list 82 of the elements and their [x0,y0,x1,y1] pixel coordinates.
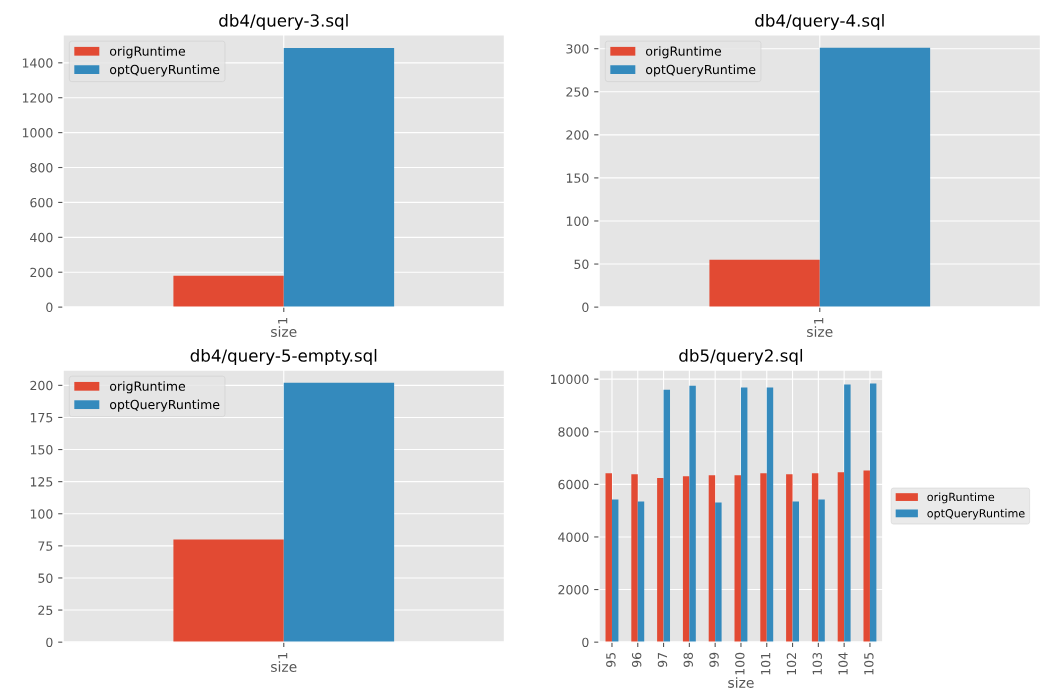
x-tick-label: 1 [814,318,824,324]
bar [766,387,774,643]
legend-label: origRuntime [110,381,186,394]
y-tick-label: 4000 [558,532,589,542]
x-axis-title: size [728,677,754,688]
bar [786,474,793,643]
chart-title: db4/query-3.sql [219,13,348,31]
bar [708,475,716,643]
bar [663,389,671,643]
y-tick-label: 0 [46,637,53,648]
bar [837,472,845,643]
x-tick-label: 96 [631,652,642,667]
x-tick-label: 104 [838,652,848,675]
y-tick-label: 200 [30,380,53,391]
legend-label: optQueryRuntime [110,64,220,77]
y-tick-label: 0 [582,637,589,648]
y-tick-label: 150 [30,445,53,455]
chart-title: db4/query-5-empty.sql [190,348,377,366]
bar [792,501,799,643]
y-tick-label: 125 [30,477,53,487]
x-axis-title: size [271,326,297,337]
legend-label: optQueryRuntime [646,64,756,77]
y-tick-label: 50 [574,259,589,269]
y-tick-label: 1200 [22,93,53,103]
y-tick-label: 10000 [550,374,589,385]
y-tick-label: 2000 [558,585,589,595]
bar [715,502,722,643]
chart-title: db5/query2.sql [679,348,803,366]
bar [631,474,638,643]
legend-label: optQueryRuntime [110,399,220,412]
x-axis-title: size [807,326,833,337]
x-tick-label: 95 [606,652,616,667]
x-tick-label: 102 [786,653,797,675]
y-tick-label: 0 [582,302,589,313]
y-tick-label: 300 [566,44,589,54]
x-tick-label: 1 [278,653,288,659]
x-tick-label: 105 [864,652,874,675]
bar [811,473,819,643]
x-tick-label: 99 [709,652,719,667]
y-tick-label: 100 [30,509,53,519]
legend-label: optQueryRuntime [927,508,1025,520]
bar [605,473,612,643]
y-tick-label: 400 [30,232,53,243]
bar [740,387,748,643]
y-tick-label: 800 [30,162,53,173]
bar [611,499,619,643]
y-tick-label: 200 [566,130,589,140]
y-tick-label: 200 [30,267,53,278]
bar [657,478,664,643]
x-axis-title: size [271,661,297,672]
chart-title: db4/query-4.sql [755,13,884,31]
bar [682,476,690,643]
y-tick-label: 6000 [558,479,589,490]
x-tick-label: 100 [735,652,745,675]
y-tick-label: 75 [38,541,53,551]
x-tick-label: 103 [812,652,822,675]
y-tick-label: 150 [566,173,589,183]
bar [734,475,741,643]
y-tick-label: 1400 [22,58,53,68]
x-tick-label: 98 [683,652,693,667]
y-tick-label: 8000 [558,427,589,437]
legend-label: origRuntime [110,46,186,59]
y-tick-label: 50 [38,573,53,583]
y-tick-label: 600 [30,197,53,208]
x-tick-label: 101 [760,653,771,675]
y-tick-label: 100 [566,216,589,226]
y-tick-label: 1000 [22,128,53,138]
y-tick-label: 0 [46,302,53,313]
x-tick-label: 1 [278,318,288,324]
bar [637,501,645,643]
bar [689,385,696,643]
y-tick-label: 25 [38,605,53,615]
y-tick-label: 250 [566,87,589,97]
legend-label: origRuntime [646,46,722,59]
bar [863,470,870,643]
bar [844,384,851,643]
legend-label: origRuntime [927,492,995,504]
y-tick-label: 175 [30,413,53,423]
x-tick-label: 97 [657,652,668,667]
bar [760,473,767,643]
bar [818,499,825,643]
bar [869,383,877,643]
